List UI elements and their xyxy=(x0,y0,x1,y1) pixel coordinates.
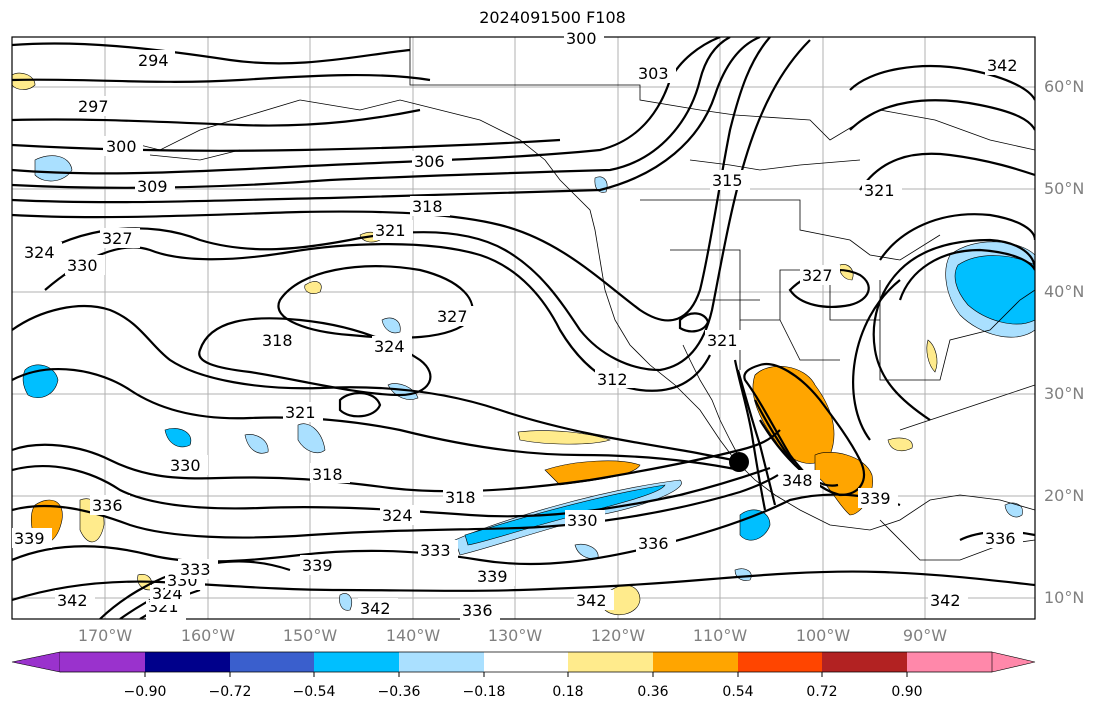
lat-label-20n: 20°N xyxy=(1044,486,1085,505)
map-title: 2024091500 F108 xyxy=(479,8,626,27)
lon-label-90w: 90°W xyxy=(902,626,948,645)
contour-label-306: 306 xyxy=(414,152,445,171)
contour-label-336d: 336 xyxy=(92,496,123,515)
contour-label-336c: 336 xyxy=(462,601,493,620)
contour-label-303: 303 xyxy=(638,64,669,83)
contour-label-330c: 330 xyxy=(170,456,201,475)
colorbar-tick-label: −0.18 xyxy=(462,684,506,700)
contour-label-321b: 321 xyxy=(285,403,316,422)
lon-label-160w: 160°W xyxy=(180,626,236,645)
contour-label-339: 339 xyxy=(477,567,508,586)
contour-label-324c: 324 xyxy=(382,506,413,525)
contour-label-336b: 336 xyxy=(985,529,1016,548)
contour-label-321c: 321 xyxy=(707,331,738,350)
contour-label-333b: 333 xyxy=(180,560,211,579)
lon-label-100w: 100°W xyxy=(795,626,851,645)
contour-label-339b: 339 xyxy=(860,489,891,508)
contour-label-315: 315 xyxy=(712,171,743,190)
contour-label-339d: 339 xyxy=(14,529,45,548)
contour-label-318c: 318 xyxy=(312,465,343,484)
contour-label-342c: 342 xyxy=(576,591,607,610)
contour-label-300: 300 xyxy=(106,137,137,156)
lon-label-120w: 120°W xyxy=(590,626,646,645)
lon-label-140w: 140°W xyxy=(385,626,441,645)
contour-label-336: 336 xyxy=(638,534,669,553)
contour-label-294: 294 xyxy=(138,51,169,70)
lat-label-60n: 60°N xyxy=(1044,77,1085,96)
contour-label-333: 333 xyxy=(420,541,451,560)
colorbar-tick-label: −0.36 xyxy=(377,684,421,700)
contour-label-group: 294 297 300 300 303 306 309 312 315 318 … xyxy=(12,27,1025,622)
contour-label-339c: 339 xyxy=(302,556,333,575)
lat-label-50n: 50°N xyxy=(1044,179,1085,198)
contour-label-324b: 324 xyxy=(374,337,405,356)
contour-label-309: 309 xyxy=(137,177,168,196)
contour-label-330b: 330 xyxy=(567,511,598,530)
storm-center-marker xyxy=(729,452,749,472)
lon-label-110w: 110°W xyxy=(692,626,748,645)
lat-label-10n: 10°N xyxy=(1044,588,1085,607)
contour-label-300b: 300 xyxy=(566,29,597,48)
contour-label-342e: 342 xyxy=(987,56,1018,75)
contours xyxy=(12,37,1035,619)
colorbar-tick-label: −0.54 xyxy=(292,684,336,700)
contour-label-321: 321 xyxy=(375,221,406,240)
contour-label-297: 297 xyxy=(78,97,109,116)
colorbar-tick-label: 0.72 xyxy=(806,684,838,700)
lat-label-40n: 40°N xyxy=(1044,282,1085,301)
graticule xyxy=(12,37,1035,619)
contour-label-324: 324 xyxy=(24,243,55,262)
contour-label-312: 312 xyxy=(597,370,628,389)
contour-label-321d: 321 xyxy=(864,181,895,200)
contour-label-318d: 318 xyxy=(445,488,476,507)
colorbar-tick-label: −0.90 xyxy=(123,684,167,700)
lat-label-30n: 30°N xyxy=(1044,384,1085,403)
contour-label-348: 348 xyxy=(782,471,813,490)
colorbar-tick-label: 0.54 xyxy=(722,684,754,700)
contour-label-342d: 342 xyxy=(930,591,961,610)
colorbar-tick-label: −0.72 xyxy=(208,684,252,700)
contour-label-327c: 327 xyxy=(802,266,833,285)
contour-label-342: 342 xyxy=(57,591,88,610)
contour-label-318: 318 xyxy=(412,197,443,216)
contour-label-318b: 318 xyxy=(262,331,293,350)
colorbar-tick-label: 0.36 xyxy=(637,684,669,700)
colorbar xyxy=(11,651,1036,677)
lon-label-130w: 130°W xyxy=(487,626,543,645)
lon-label-170w: 170°W xyxy=(77,626,133,645)
contour-label-327b: 327 xyxy=(437,307,468,326)
lon-label-150w: 150°W xyxy=(282,626,338,645)
colorbar-tick-label: 0.18 xyxy=(552,684,584,700)
map-frame xyxy=(11,36,1036,620)
contour-label-342b: 342 xyxy=(360,599,391,618)
contour-label-327: 327 xyxy=(102,229,133,248)
contour-label-330: 330 xyxy=(67,256,98,275)
colorbar-tick-label: 0.90 xyxy=(891,684,923,700)
